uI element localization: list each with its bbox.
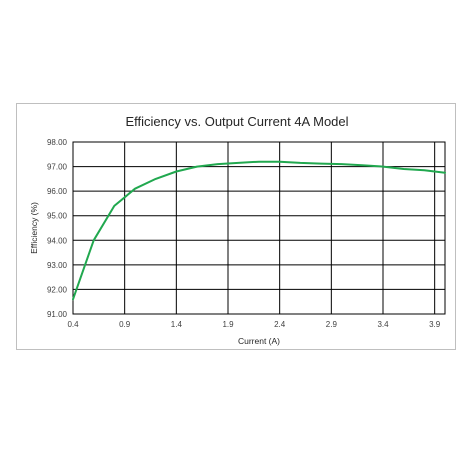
efficiency-series-line [72, 160, 446, 301]
x-tick-label: 2.9 [326, 320, 338, 329]
x-tick-label: 1.9 [222, 320, 234, 329]
series-layer [72, 160, 446, 301]
y-tick-label: 93.00 [47, 261, 68, 270]
y-tick-label: 94.00 [47, 236, 68, 245]
chart-frame: Efficiency vs. Output Current 4A Model 9… [16, 103, 456, 350]
x-axis-label: Current (A) [238, 336, 280, 346]
y-tick-label: 91.00 [47, 310, 68, 319]
y-tick-label: 95.00 [47, 212, 68, 221]
y-tick-label: 98.00 [47, 138, 68, 147]
x-tick-labels: 0.4 0.9 1.4 1.9 2.4 2.9 3.4 3.9 [67, 320, 440, 329]
y-axis-label: Efficiency (%) [29, 202, 39, 254]
x-tick-label: 3.4 [377, 320, 389, 329]
chart-svg: Efficiency vs. Output Current 4A Model 9… [29, 114, 446, 346]
y-tick-label: 92.00 [47, 285, 68, 294]
x-tick-label: 0.9 [119, 320, 131, 329]
chart-title: Efficiency vs. Output Current 4A Model [125, 114, 348, 129]
x-tick-label: 1.4 [171, 320, 183, 329]
x-tick-label: 0.4 [67, 320, 79, 329]
y-tick-labels: 91.00 92.00 93.00 94.00 95.00 96.00 97.00 98.00 [47, 138, 68, 319]
y-tick-label: 97.00 [47, 163, 68, 172]
x-tick-label: 3.9 [429, 320, 441, 329]
y-tick-label: 96.00 [47, 187, 68, 196]
x-tick-label: 2.4 [274, 320, 286, 329]
